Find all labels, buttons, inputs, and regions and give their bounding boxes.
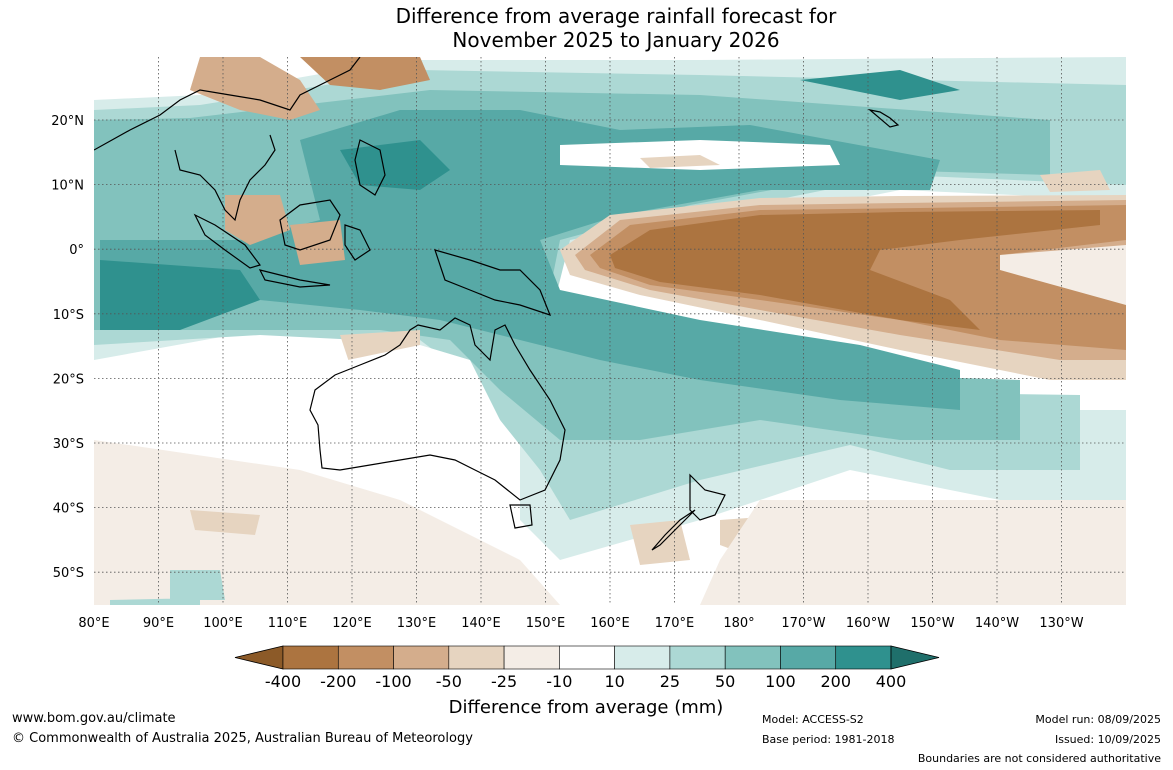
longitude-label: 170°W	[781, 616, 825, 631]
wet-core-400	[100, 70, 960, 330]
copyright-text: © Commonwealth of Australia 2025, Austra…	[12, 731, 473, 746]
colorbar-tick-label: 10	[604, 672, 624, 691]
longitude-label: 170°E	[655, 616, 695, 631]
new-zealand-coast	[651, 473, 726, 551]
philippines-coast	[354, 139, 386, 196]
base-period: Base period: 1981-2018	[762, 733, 895, 746]
dry-maritime-2	[290, 220, 345, 265]
coastlines	[94, 57, 900, 551]
dry-southern-1	[94, 440, 560, 605]
dry-north-pacific-small	[640, 155, 1110, 192]
longitude-label: 100°E	[203, 616, 243, 631]
colorbar-extend-high	[890, 645, 940, 670]
colorbar-swatches	[234, 645, 940, 670]
dry-asia	[190, 57, 320, 120]
latitude-labels: 20°N 10°N 0° 10°S 20°S 30°S 40°S 50°S	[51, 114, 84, 581]
model-name: Model: ACCESS-S2	[762, 713, 864, 726]
latitude-label: 10°S	[53, 308, 84, 323]
longitude-label: 150°E	[526, 616, 566, 631]
longitude-label: 140°E	[461, 616, 501, 631]
colorbar-tick-label: 200	[820, 672, 851, 691]
colorbar-swatch	[835, 645, 892, 670]
colorbar-swatch	[282, 645, 339, 670]
title-line-2: November 2025 to January 2026	[452, 28, 780, 52]
colorbar-swatch	[780, 645, 837, 670]
graticule	[94, 57, 1126, 605]
sumatra-coast	[193, 213, 261, 269]
colorbar-swatch	[448, 645, 505, 670]
colorbar-tick-label: 400	[876, 672, 907, 691]
map-title: Difference from average rainfall forecas…	[0, 4, 1173, 52]
longitude-labels: 80°E 90°E 100°E 110°E 120°E 130°E 140°E 150°E 16…	[78, 616, 1083, 631]
colorbar-tick-labels: -400 -200 -100 -50 -25 -10 10 25 50 100 200 400	[265, 672, 906, 691]
colorbar-swatch	[559, 645, 615, 670]
colorbar-tick-label: -100	[375, 672, 411, 691]
dry-southern-2	[190, 510, 820, 565]
colorbar-swatch	[393, 645, 450, 670]
colorbar-swatch	[503, 645, 560, 670]
colorbar-extend-low	[234, 645, 284, 670]
colorbar-swatch	[669, 645, 726, 670]
longitude-label: 140°W	[975, 616, 1019, 631]
java-coast	[258, 269, 331, 288]
title-line-1: Difference from average rainfall forecas…	[395, 4, 837, 28]
longitude-label: 80°E	[78, 616, 109, 631]
colorbar-tick-label: -200	[320, 672, 356, 691]
website-link[interactable]: www.bom.gov.au/climate	[12, 711, 176, 726]
longitude-label: 180°	[723, 616, 754, 631]
dry-china	[300, 57, 430, 90]
colorbar-tick-label: -400	[265, 672, 301, 691]
latitude-label: 40°S	[53, 502, 84, 517]
colorbar-tick-label: -10	[546, 672, 572, 691]
longitude-label: 90°E	[143, 616, 174, 631]
issued-date: Issued: 10/09/2025	[1054, 733, 1161, 746]
colorbar-tick-label: 100	[765, 672, 796, 691]
boundary-disclaimer: Boundaries are not considered authoritat…	[917, 752, 1161, 765]
australia-coast	[309, 317, 566, 501]
latitude-label: 20°S	[53, 372, 84, 387]
latitude-label: 20°N	[51, 114, 84, 129]
latitude-label: 50°S	[53, 566, 84, 581]
new-guinea-coast	[434, 249, 552, 316]
dry-tongue-200	[610, 210, 1100, 330]
hawaii-coast	[867, 108, 900, 128]
longitude-label: 130°E	[397, 616, 437, 631]
borneo-coast	[279, 199, 341, 251]
latitude-label: 30°S	[53, 437, 84, 452]
colorbar-tick-label: 50	[715, 672, 735, 691]
sulawesi-coast	[344, 224, 371, 261]
colorbar-swatch	[337, 645, 394, 670]
longitude-label: 160°E	[590, 616, 630, 631]
longitude-label: 150°W	[910, 616, 954, 631]
dry-maritime-1	[225, 195, 290, 245]
australia-interior-neutral	[300, 345, 520, 490]
colorbar-tick-label: -25	[491, 672, 517, 691]
tasmania-coast	[509, 504, 533, 529]
latitude-label: 0°	[69, 243, 84, 258]
colorbar-label: Difference from average (mm)	[449, 697, 724, 718]
longitude-label: 130°W	[1039, 616, 1083, 631]
colorbar-tick-label: 25	[660, 672, 680, 691]
dry-tongue-neutral	[1000, 245, 1126, 305]
model-run-date: Model run: 08/09/2025	[1035, 713, 1161, 726]
colorbar-swatch	[614, 645, 671, 670]
longitude-label: 110°E	[268, 616, 308, 631]
longitude-label: 120°E	[332, 616, 372, 631]
longitude-label: 160°W	[846, 616, 890, 631]
rainfall-anomaly-map: 20°N 10°N 0° 10°S 20°S 30°S 40°S 50°S 80°E 90°E 1…	[51, 57, 1126, 631]
dry-south-pacific-east	[700, 500, 1126, 605]
latitude-label: 10°N	[51, 179, 84, 194]
wet-southern-small	[110, 570, 225, 605]
colorbar-tick-label: -50	[436, 672, 462, 691]
colorbar-swatch	[724, 645, 781, 670]
asia-coast	[94, 57, 361, 222]
